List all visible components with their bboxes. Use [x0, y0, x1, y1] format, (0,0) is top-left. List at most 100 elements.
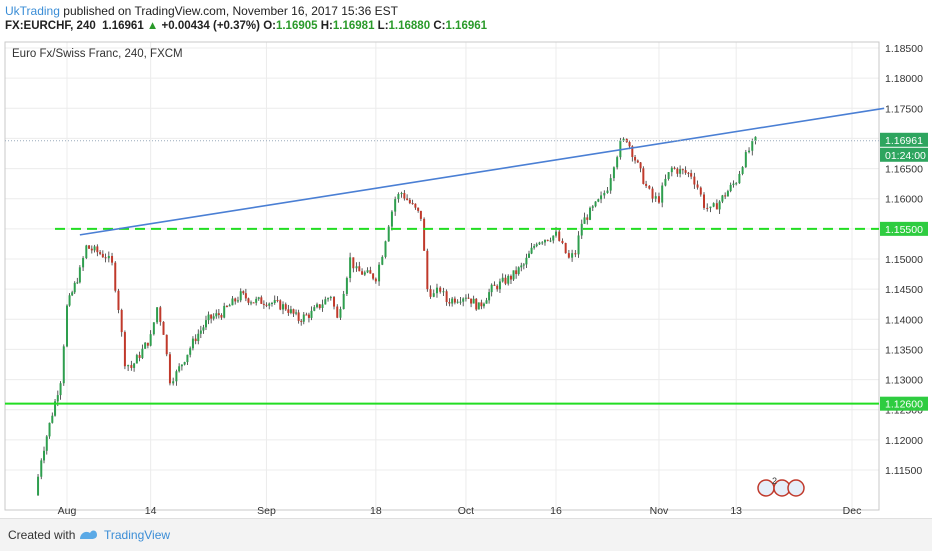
x-tick-label: Sep — [257, 505, 276, 517]
candle-body — [178, 366, 181, 372]
candle-body — [606, 190, 609, 193]
candle-body — [712, 203, 715, 207]
candle-body — [696, 184, 699, 188]
candle-body — [212, 316, 215, 319]
trend-line[interactable] — [79, 107, 885, 236]
candle-body — [482, 303, 485, 307]
y-tick-label: 1.13000 — [885, 375, 923, 387]
candle-body — [62, 346, 65, 384]
candle-body — [423, 218, 426, 251]
low-value: 1.16880 — [388, 20, 431, 32]
candle-body — [175, 371, 178, 382]
candle-body — [223, 305, 226, 318]
candle-body — [56, 395, 59, 402]
y-tick-label: 1.11500 — [885, 465, 922, 477]
ohlc-line: FX:EURCHF, 240 1.16961 ▲ +0.00434 (+0.37… — [5, 20, 487, 32]
candle-body — [721, 195, 724, 202]
x-axis[interactable]: Aug 14 Sep 18 Oct 16 Nov 13 Dec — [58, 505, 862, 517]
candle-body — [363, 272, 366, 275]
author-link[interactable]: UkTrading — [5, 4, 60, 18]
candle-body — [85, 245, 88, 259]
candle-body — [336, 306, 339, 318]
open-value: 1.16905 — [275, 20, 318, 32]
candle-body — [297, 312, 300, 321]
candle-body — [144, 342, 147, 349]
candle-body — [467, 297, 470, 299]
candle-body — [183, 362, 186, 365]
candle-body — [51, 415, 54, 423]
y-tick-label: 1.15000 — [885, 254, 923, 266]
candle-body — [138, 355, 141, 358]
candle-body — [496, 285, 499, 290]
candle-body — [406, 198, 409, 200]
candle-body — [654, 196, 657, 199]
candle-body — [236, 300, 239, 302]
candle-body — [462, 298, 465, 302]
candle-body — [583, 217, 586, 224]
candle-body — [59, 383, 62, 396]
candle-body — [262, 303, 265, 305]
candle-body — [558, 231, 561, 241]
candle-body — [101, 253, 104, 258]
price-change: +0.00434 (+0.37%) — [161, 20, 260, 32]
candle-body — [543, 239, 546, 243]
candle-body — [709, 206, 712, 209]
candle-body — [445, 291, 448, 303]
candle-body — [307, 314, 310, 318]
event-badge-icon[interactable] — [787, 479, 805, 497]
candle-body — [661, 185, 664, 203]
candle-body — [744, 152, 747, 168]
event-badges[interactable]: 2 — [757, 476, 805, 497]
y-axis[interactable]: 1.185001.180001.175001.170001.165001.160… — [880, 43, 928, 477]
candle-body — [586, 217, 589, 220]
candle-body — [381, 256, 384, 265]
candle-body — [88, 245, 91, 249]
price-chart[interactable]: Euro Fx/Swiss Franc, 240, FXCM 1.18500 1.… — [0, 40, 932, 518]
candle-body — [580, 223, 583, 236]
candle-body — [525, 257, 528, 265]
candle-body — [239, 291, 242, 301]
candle-body — [703, 194, 706, 208]
candle-body — [555, 231, 558, 236]
candle-body — [400, 193, 403, 195]
candle-body — [197, 333, 200, 342]
y-tick-label: 1.12000 — [885, 435, 923, 447]
candle-body — [748, 150, 751, 153]
drawings[interactable] — [5, 107, 885, 405]
candle-body — [577, 235, 580, 255]
candle-body — [250, 302, 253, 304]
candle-body — [504, 277, 507, 284]
candle-body — [71, 292, 74, 296]
y-tick-label: 1.16500 — [885, 164, 923, 176]
candle-body — [90, 248, 93, 251]
candles — [37, 136, 757, 496]
candle-body — [498, 281, 501, 290]
candle-body — [329, 297, 332, 299]
candle-body — [252, 302, 255, 304]
candle-body — [679, 169, 682, 174]
candle-body — [302, 314, 305, 322]
candle-body — [552, 235, 555, 241]
candle-body — [535, 244, 538, 247]
chart-title: Euro Fx/Swiss Franc, 240, FXCM — [12, 48, 183, 60]
candle-body — [667, 172, 670, 179]
x-tick-label: 14 — [145, 505, 157, 517]
candle-body — [378, 264, 381, 282]
candle-body — [342, 293, 345, 310]
candle-body — [82, 258, 85, 268]
close-value: 1.16961 — [445, 20, 488, 32]
candle-body — [284, 304, 287, 310]
candle-body — [220, 315, 223, 318]
candle-body — [429, 289, 432, 297]
close-label: C: — [433, 20, 446, 32]
candle-body — [242, 291, 245, 294]
candle-body — [567, 253, 570, 258]
candle-body — [426, 250, 429, 290]
candle-body — [372, 273, 375, 279]
tradingview-link[interactable]: TradingView — [104, 528, 171, 542]
candle-body — [78, 267, 81, 283]
open-label: O: — [263, 20, 276, 32]
candle-body — [741, 167, 744, 174]
candle-body — [305, 314, 308, 316]
candle-body — [726, 191, 729, 197]
